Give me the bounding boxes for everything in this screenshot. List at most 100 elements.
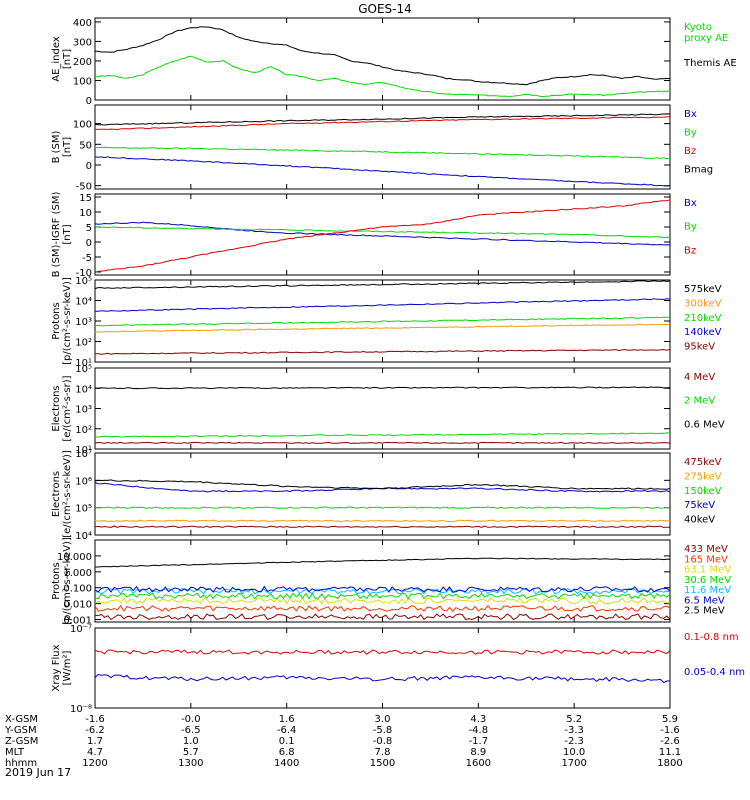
- y-tick-label: 10⁻⁸: [70, 704, 92, 715]
- y-tick-label: 10²: [75, 338, 92, 349]
- series-label: Themis AE: [683, 58, 737, 69]
- date-label: 2019 Jun 17: [5, 766, 71, 779]
- orbit-value: -6.5: [181, 725, 201, 736]
- y-tick-label: 10⁶: [75, 476, 92, 487]
- y-tick-label: 0.100: [63, 584, 92, 595]
- series-line: [94, 323, 671, 333]
- series-line: [94, 146, 671, 160]
- orbit-value: -3.3: [564, 725, 584, 736]
- orbit-value: 5.9: [662, 714, 678, 725]
- series-line: [94, 221, 671, 246]
- series-line: [94, 156, 671, 187]
- orbit-value: 11.1: [659, 747, 681, 758]
- y-axis-label: Electrons[e/(cm²-s-sr)]: [51, 375, 73, 441]
- series-line: [94, 316, 670, 327]
- y-axis-label: B (SM)[nT]: [51, 130, 73, 163]
- y-tick-label: 10: [79, 208, 92, 219]
- y-tick-label: 10⁵: [75, 364, 92, 375]
- y-tick-label: 10¹: [75, 358, 92, 369]
- series-label: 0.6 MeV: [684, 419, 725, 430]
- y-tick-label: 0.010: [63, 600, 92, 611]
- y-tick-label: 10⁴: [75, 297, 92, 308]
- orbit-value: 3.0: [375, 714, 391, 725]
- orbit-value: -1.6: [660, 725, 680, 736]
- series-label: By: [684, 128, 697, 139]
- y-tick-label: 10¹: [75, 445, 92, 456]
- orbit-value: 1.6: [279, 714, 295, 725]
- series-label: 30.6 MeV: [684, 575, 731, 586]
- orbit-value: -2.3: [564, 736, 584, 747]
- series-line: [94, 280, 671, 290]
- y-tick-label: 50: [79, 140, 92, 151]
- series-label: 0.1-0.8 nm: [684, 632, 739, 643]
- y-tick-label: 10³: [75, 317, 92, 328]
- series-line: [94, 525, 671, 528]
- orbit-value: 1600: [466, 758, 491, 769]
- series-label: 6.5 MeV: [684, 595, 725, 606]
- orbit-value: 1.7: [87, 736, 103, 747]
- series-label: 95keV: [684, 342, 715, 353]
- y-tick-label: 10.000: [57, 552, 92, 563]
- orbit-value: -0.0: [181, 714, 201, 725]
- series-label: Bz: [684, 245, 696, 256]
- orbit-value: 8.9: [470, 747, 486, 758]
- y-tick-label: 10⁴: [75, 531, 92, 542]
- series-line: [94, 613, 671, 621]
- series-line: [95, 386, 671, 390]
- series-label: 433 MeV: [684, 544, 728, 555]
- series-label: 475keV: [684, 457, 722, 468]
- series-line: [95, 557, 671, 568]
- series-label: 40keV: [684, 515, 715, 526]
- series-label: 275keV: [684, 471, 722, 482]
- series-line: [94, 441, 671, 444]
- panel-frame: [94, 452, 671, 536]
- orbit-value: -0.8: [373, 736, 393, 747]
- orbit-value: 5.2: [566, 714, 582, 725]
- y-tick-label: 100: [73, 76, 92, 87]
- orbit-value: -2.6: [660, 736, 680, 747]
- series-label: 575keV: [684, 284, 722, 295]
- y-tick-label: 300: [73, 37, 92, 48]
- panel-protons_low: 10¹ 10² 10³ 10⁴ 10⁵Protons[p/(cm²-s-sr-keV)]…: [51, 276, 722, 369]
- series-label: 150keV: [684, 486, 722, 497]
- y-tick-label: 10⁻⁷: [70, 624, 92, 635]
- y-tick-label: -10: [76, 268, 92, 279]
- series-line: [94, 587, 671, 595]
- series-line: [94, 481, 671, 493]
- orbit-value: -6.2: [85, 725, 105, 736]
- y-tick-label: 200: [73, 57, 92, 68]
- series-line: [95, 298, 671, 312]
- series-line: [94, 592, 671, 600]
- orbit-value: -4.8: [469, 725, 489, 736]
- y-tick-label: -5: [82, 253, 92, 264]
- orbit-row-label: Z-GSM: [5, 736, 38, 747]
- orbit-value: -1.7: [469, 736, 489, 747]
- y-tick-label: 10⁷: [75, 449, 92, 460]
- series-label: 300keV: [684, 298, 722, 309]
- series-label: Bx: [684, 198, 697, 209]
- series-line: [94, 597, 671, 605]
- y-tick-label: 15: [79, 193, 92, 204]
- panel-xray: 10⁻⁸ 10⁻⁷ Xray Flux[W/m²] 0.1-0.8 nm 0.05-0.…: [51, 624, 745, 715]
- orbit-value: 0.1: [279, 736, 295, 747]
- series-label: Bz: [684, 146, 696, 157]
- orbit-value: 1200: [82, 758, 107, 769]
- y-tick-label: 10²: [75, 425, 92, 436]
- orbit-value: 10.0: [563, 747, 585, 758]
- panel-frame: [94, 367, 671, 450]
- series-line: [94, 432, 670, 438]
- series-line: [94, 479, 671, 490]
- orbit-value: 5.7: [183, 747, 199, 758]
- orbit-value: -1.6: [85, 714, 105, 725]
- series-label: 140keV: [684, 327, 722, 338]
- orbit-row-label: Y-GSM: [4, 725, 37, 736]
- y-tick-label: 10⁴: [75, 384, 92, 395]
- panel-protons_high: 0.001 0.010 0.100 1.000 10.000Protons[p/(cm²…: [51, 537, 731, 626]
- series-line: [94, 113, 671, 126]
- series-label: 4 MeV: [684, 372, 715, 383]
- orbit-value: 4.3: [470, 714, 486, 725]
- series-line: [94, 585, 671, 593]
- series-label: 63.1 MeV: [684, 565, 731, 576]
